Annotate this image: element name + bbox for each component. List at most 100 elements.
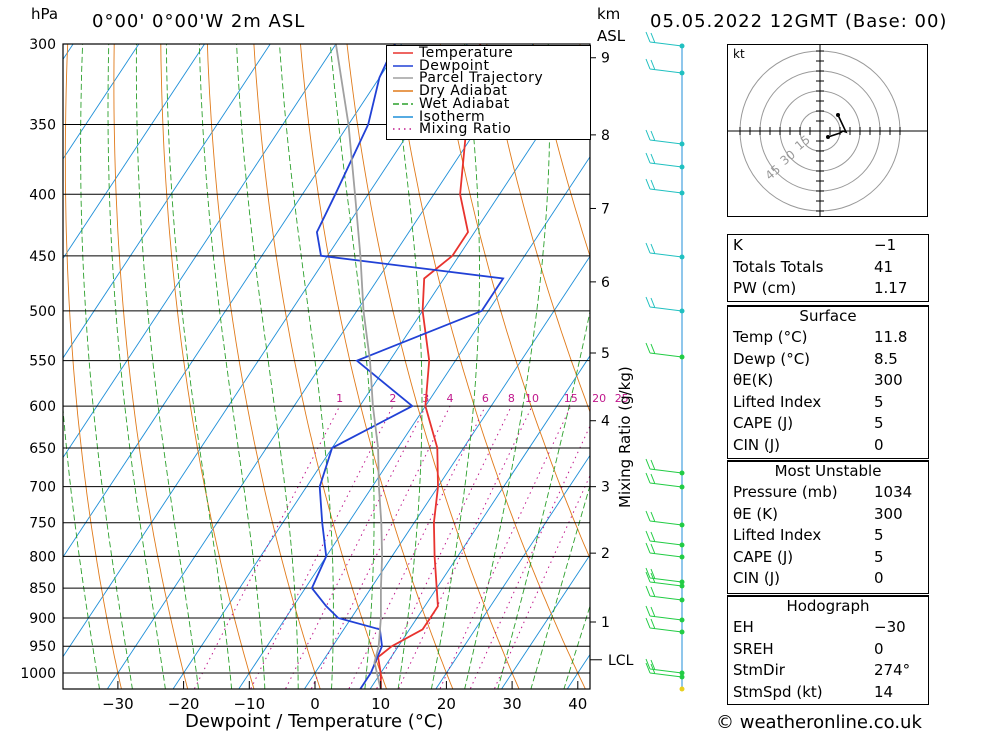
panel-row-key: Lifted Index [733,392,822,411]
pressure-tick-label: 700 [29,480,56,496]
panel-row-key: CIN (J) [733,436,781,454]
surface-wind-dot [679,686,685,692]
panel-row-value: 300 [874,504,903,523]
panel-row: CAPE (J) 5 [728,413,928,434]
panel-row-key: Lifted Index [733,526,822,545]
legend-item: Dry Adiabat [391,83,589,100]
wind-barb [645,510,683,526]
mixing-ratio-value: 4 [446,392,453,405]
isotherm-line [238,155,590,689]
dry-adiabat-line [532,44,590,258]
wind-barb [645,458,683,474]
asl-unit-label: ASL [597,27,626,45]
panel-row-key: CIN (J) [733,569,781,588]
panel-row-value: 14 [874,682,894,701]
isotherm-line [106,44,534,689]
wind-barb [645,542,683,558]
x-tick-label: 20 [437,695,456,713]
panel-row-key: EH [733,618,754,636]
legend-swatch [393,64,413,67]
dry-adiabat-line [300,44,454,689]
wind-barb [645,342,683,358]
pressure-tick-label: 400 [29,187,56,203]
panel-row: CIN (J) 0 [728,435,928,456]
wet-adiabat-line [279,44,334,689]
pressure-tick-label: 850 [29,581,56,597]
dry-adiabat-line [439,44,590,560]
wet-adiabat-line [236,44,299,689]
legend-swatch [393,77,413,80]
pressure-tick-label: 800 [29,549,56,565]
panel-row-value: 1034 [874,483,913,501]
x-tick-label: 30 [503,695,522,713]
hodograph-ring-label: 30 [777,147,798,168]
panel-row-value: 300 [874,371,903,390]
panel-row: Lifted Index 5 [728,525,928,546]
wind-barb [645,585,683,601]
isotherm-line [63,44,468,658]
wind-barb [645,617,683,633]
km-tick-label: 6 [601,275,610,291]
pressure-tick-label: 950 [29,639,56,655]
wind-barb [645,472,683,488]
panel-row-value: −1 [874,236,897,254]
panel-row-key: Temp (°C) [733,328,808,346]
panel-row: StmSpd (kt) 14 [728,682,928,703]
legend-item: Isotherm [391,108,589,125]
wet-adiabat-line [430,44,480,689]
km-tick-label: 1 [601,615,610,631]
km-tick-label: 4 [601,414,610,430]
km-tick-label: 9 [601,51,610,67]
panel-row: Temp (°C) 11.8 [728,327,928,348]
isotherm-line [63,44,271,359]
panel-row: CIN (J) 0 [728,568,928,589]
km-tick-label: 3 [601,480,610,496]
hodograph-stats-panel: Hodograph EH −30 SREH 0 StmDir 274° StmSpd (kt)… [727,595,929,705]
legend-swatch [393,128,413,130]
panel-row-value: −30 [874,618,906,636]
x-tick-label: −10 [233,695,265,713]
hpa-unit-label: hPa [31,5,59,23]
panel-divider [728,596,928,597]
wet-adiabat-line [165,44,233,689]
legend-label: Parcel Trajectory [419,70,544,87]
dry-adiabat-line [253,44,388,689]
mixing-ratio-value: 1 [336,392,343,405]
panel-row-value: 5 [874,392,884,411]
datetime-label: 05.05.2022 12GMT (Base: 00) [650,11,948,32]
panel-row-value: 1.17 [874,279,908,298]
panel-row-value: 5 [874,526,884,545]
dry-adiabat-line [206,44,321,689]
legend-item: Mixing Ratio [391,121,589,137]
wet-adiabat-line [198,44,266,689]
panel-section-title: Hodograph [786,597,870,615]
legend-label: Dry Adiabat [419,83,508,100]
wet-adiabat-line [63,403,100,689]
panel-row-key: K [733,236,743,254]
x-tick-label: −30 [102,695,134,713]
dry-adiabat-line [113,44,189,689]
wet-adiabat-line [135,44,199,689]
mixing-ratio-line [193,405,341,689]
legend-item: Temperature [391,45,589,61]
pressure-tick-label: 650 [29,441,56,457]
legend-label: Dewpoint [419,57,490,74]
panel-row: Dewp (°C) 8.5 [728,349,928,370]
panel-row: θE (K) 300 [728,504,928,525]
panel-row-value: 0 [874,436,884,454]
wind-barb [645,152,683,168]
isotherm-line [63,44,205,260]
panel-row: Pressure (mb) 1034 [728,482,928,503]
panel-row-key: PW (cm) [733,279,797,298]
panel-row-key: CAPE (J) [733,547,794,566]
legend: Temperature Dewpoint Parcel Trajectory Dry … [386,45,591,140]
wet-adiabat-line [329,44,375,689]
legend-label: Isotherm [419,108,486,125]
parcel-trajectory-profile-line [335,44,384,689]
isotherm-line [435,454,590,689]
panel-row: EH −30 [728,617,928,638]
legend-swatch [393,52,413,54]
panel-row: SREH 0 [728,639,928,660]
